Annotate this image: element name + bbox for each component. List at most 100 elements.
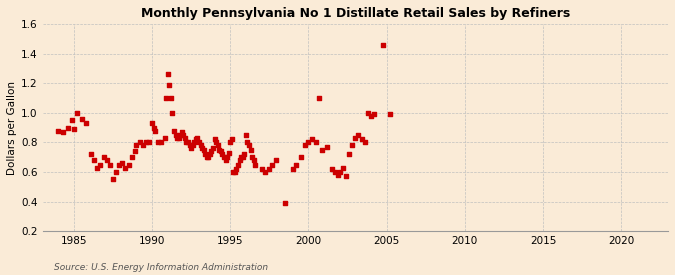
Point [250, 162, 261, 167]
Point [209, 137, 220, 142]
Point [159, 136, 170, 140]
Point [171, 136, 182, 140]
Point [156, 140, 167, 145]
Point [131, 143, 142, 147]
Point [111, 170, 122, 174]
Point [350, 136, 360, 140]
Y-axis label: Dollars per Gallon: Dollars per Gallon [7, 81, 17, 175]
Point [198, 148, 209, 152]
Point [167, 111, 178, 115]
Point [153, 140, 164, 145]
Point [203, 155, 214, 159]
Point [233, 162, 244, 167]
Point [196, 146, 207, 150]
Point [223, 150, 234, 155]
Point [236, 155, 246, 159]
Point [369, 112, 379, 116]
Point [259, 170, 270, 174]
Point [176, 130, 187, 134]
Point [244, 143, 254, 147]
Point [170, 133, 181, 137]
Point [86, 152, 97, 156]
Point [114, 162, 125, 167]
Point [238, 155, 248, 159]
Point [107, 177, 118, 182]
Point [295, 155, 306, 159]
Point [333, 173, 344, 177]
Point [221, 155, 232, 159]
Point [338, 165, 348, 170]
Point [288, 167, 298, 171]
Point [98, 155, 109, 159]
Point [181, 140, 192, 145]
Point [329, 170, 340, 174]
Point [279, 201, 290, 205]
Point [192, 136, 202, 140]
Point [89, 158, 100, 162]
Point [169, 128, 180, 133]
Point [72, 111, 82, 115]
Point [205, 152, 215, 156]
Point [57, 130, 68, 134]
Point [228, 170, 239, 174]
Point [213, 143, 223, 147]
Point [183, 140, 194, 145]
Point [384, 112, 395, 116]
Point [206, 149, 217, 153]
Point [239, 152, 250, 156]
Point [95, 162, 106, 167]
Point [242, 140, 253, 145]
Point [194, 140, 205, 145]
Point [290, 162, 301, 167]
Point [92, 165, 103, 170]
Point [359, 140, 370, 145]
Point [120, 165, 131, 170]
Point [248, 158, 259, 162]
Point [140, 140, 151, 145]
Title: Monthly Pennsylvania No 1 Distillate Retail Sales by Refiners: Monthly Pennsylvania No 1 Distillate Ret… [140, 7, 570, 20]
Point [161, 96, 171, 100]
Point [310, 140, 321, 145]
Point [187, 143, 198, 147]
Point [186, 146, 196, 150]
Point [201, 155, 212, 159]
Point [126, 155, 137, 159]
Point [162, 72, 173, 76]
Point [215, 149, 226, 153]
Point [353, 133, 364, 137]
Point [117, 161, 128, 165]
Point [362, 111, 373, 115]
Point [124, 162, 134, 167]
Point [303, 140, 314, 145]
Point [148, 125, 159, 130]
Point [178, 133, 189, 137]
Point [327, 167, 338, 171]
Point [208, 146, 219, 150]
Point [165, 96, 176, 100]
Point [200, 152, 211, 156]
Point [306, 137, 317, 142]
Point [314, 96, 325, 100]
Point [334, 170, 345, 174]
Point [344, 152, 354, 156]
Point [189, 140, 200, 145]
Point [347, 143, 358, 147]
Point [264, 167, 275, 171]
Point [184, 143, 195, 147]
Point [173, 136, 184, 140]
Point [195, 143, 206, 147]
Point [211, 140, 221, 145]
Point [245, 148, 256, 152]
Point [68, 127, 79, 131]
Point [247, 155, 258, 159]
Point [356, 137, 367, 142]
Point [101, 158, 112, 162]
Point [76, 116, 87, 121]
Point [378, 42, 389, 47]
Point [366, 114, 377, 118]
Point [225, 140, 236, 145]
Point [130, 149, 140, 153]
Point [270, 158, 281, 162]
Point [267, 162, 278, 167]
Point [137, 143, 148, 147]
